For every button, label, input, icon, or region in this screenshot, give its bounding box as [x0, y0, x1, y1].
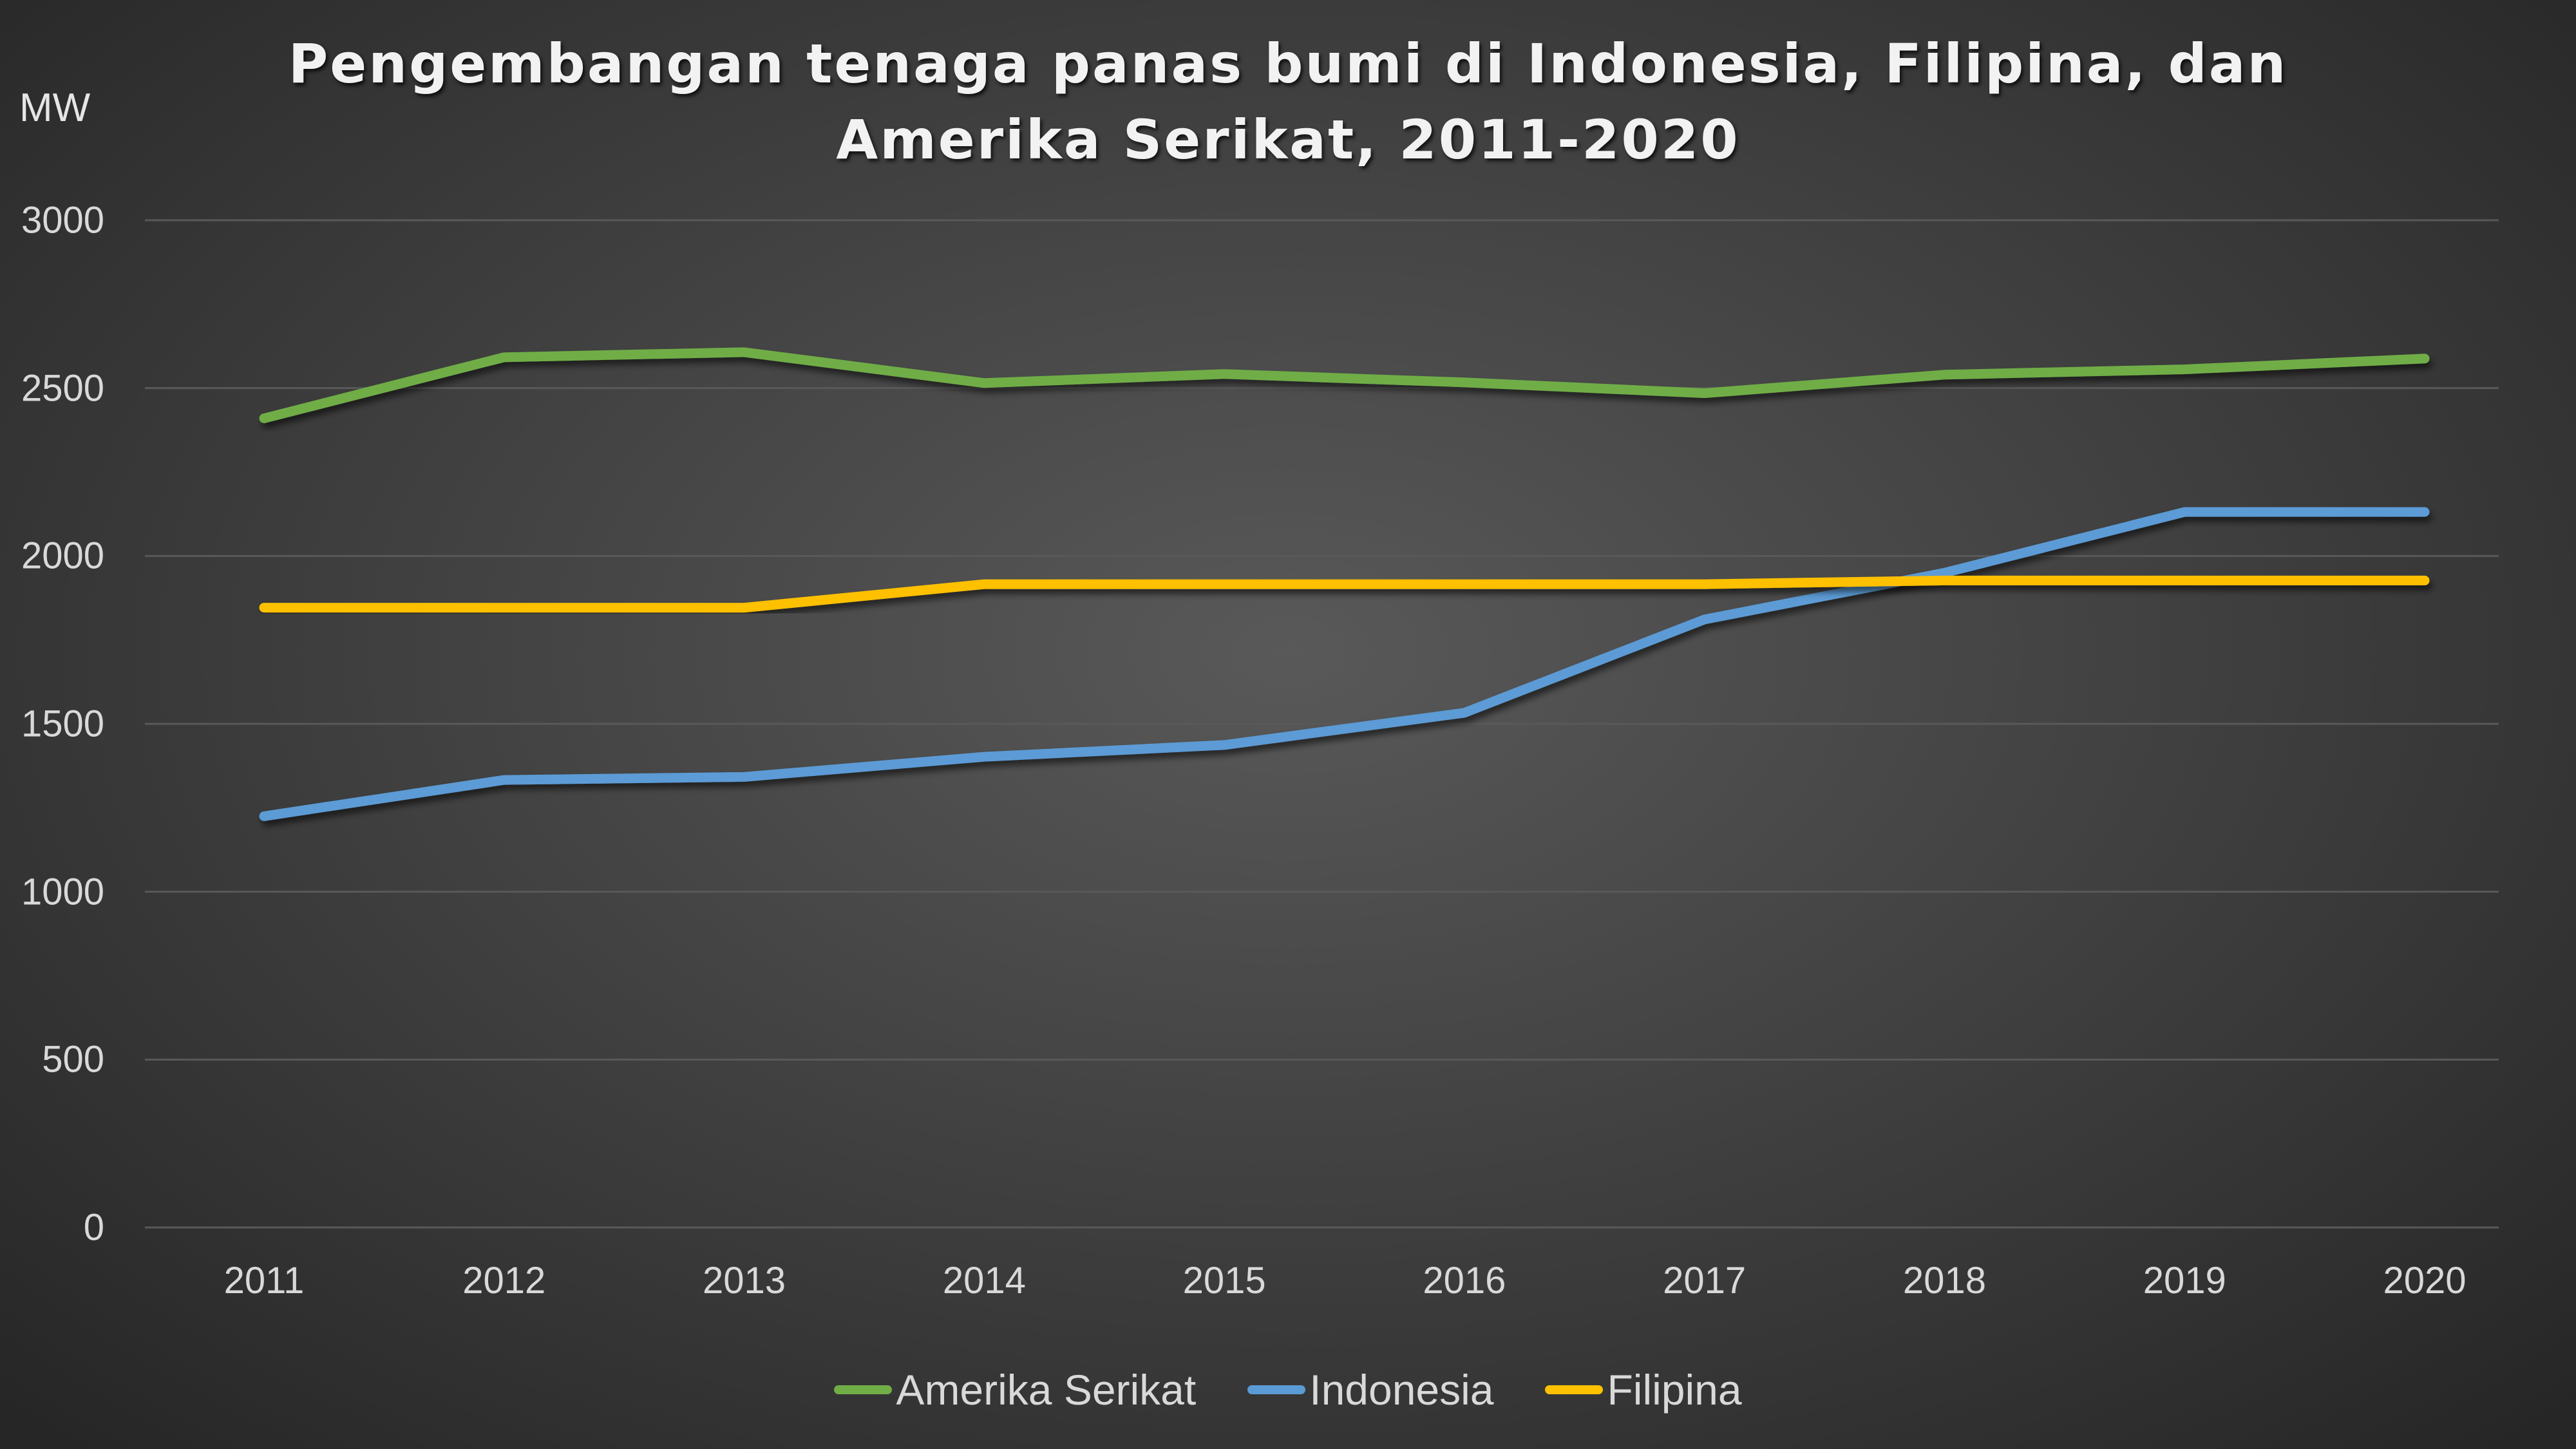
y-tick-label: 0 — [83, 1206, 104, 1249]
legend-label: Amerika Serikat — [896, 1366, 1197, 1414]
y-axis-unit-label: MW — [19, 86, 91, 130]
y-tick-label: 2000 — [21, 535, 104, 577]
chart-title-line-2: Amerika Serikat, 2011-2020 — [836, 108, 1740, 171]
x-tick-label: 2019 — [2143, 1260, 2226, 1302]
chart-title: Pengembangan tenaga panas bumi di Indone… — [0, 26, 2576, 178]
gridlines — [145, 219, 2499, 1229]
y-tick-label: 2500 — [21, 367, 104, 410]
x-tick-label: 2016 — [1423, 1260, 1506, 1302]
legend-item-filipina: Filipina — [1545, 1365, 1742, 1414]
legend-item-indonesia: Indonesia — [1247, 1365, 1493, 1414]
y-tick-label: 1500 — [21, 703, 104, 745]
y-tick-label: 1000 — [21, 871, 104, 913]
series-line-indonesia — [259, 507, 2430, 821]
series-lines — [259, 347, 2430, 821]
legend-line-icon — [1545, 1385, 1604, 1394]
legend: Amerika Serikat Indonesia Filipina — [0, 1365, 2576, 1414]
x-tick-label: 2011 — [223, 1260, 305, 1302]
legend-line-icon — [834, 1385, 893, 1394]
x-tick-label: 2018 — [1902, 1260, 1986, 1302]
x-tick-label: 2020 — [2383, 1260, 2467, 1302]
x-tick-label: 2017 — [1663, 1260, 1747, 1302]
chart-title-line-1: Pengembangan tenaga panas bumi di Indone… — [288, 32, 2288, 95]
legend-line-icon — [1247, 1385, 1306, 1394]
y-tick-label: 500 — [42, 1038, 104, 1081]
x-tick-label: 2013 — [703, 1260, 786, 1302]
legend-label: Filipina — [1607, 1366, 1742, 1414]
series-line-amerika-serikat — [259, 347, 2430, 424]
x-tick-label: 2012 — [462, 1260, 546, 1302]
y-tick-label: 3000 — [21, 199, 104, 242]
x-tick-label: 2015 — [1182, 1260, 1266, 1302]
x-tick-label: 2014 — [942, 1260, 1026, 1302]
legend-item-amerika-serikat: Amerika Serikat — [834, 1365, 1196, 1414]
legend-label: Indonesia — [1309, 1366, 1494, 1414]
series-line-filipina — [259, 575, 2430, 613]
